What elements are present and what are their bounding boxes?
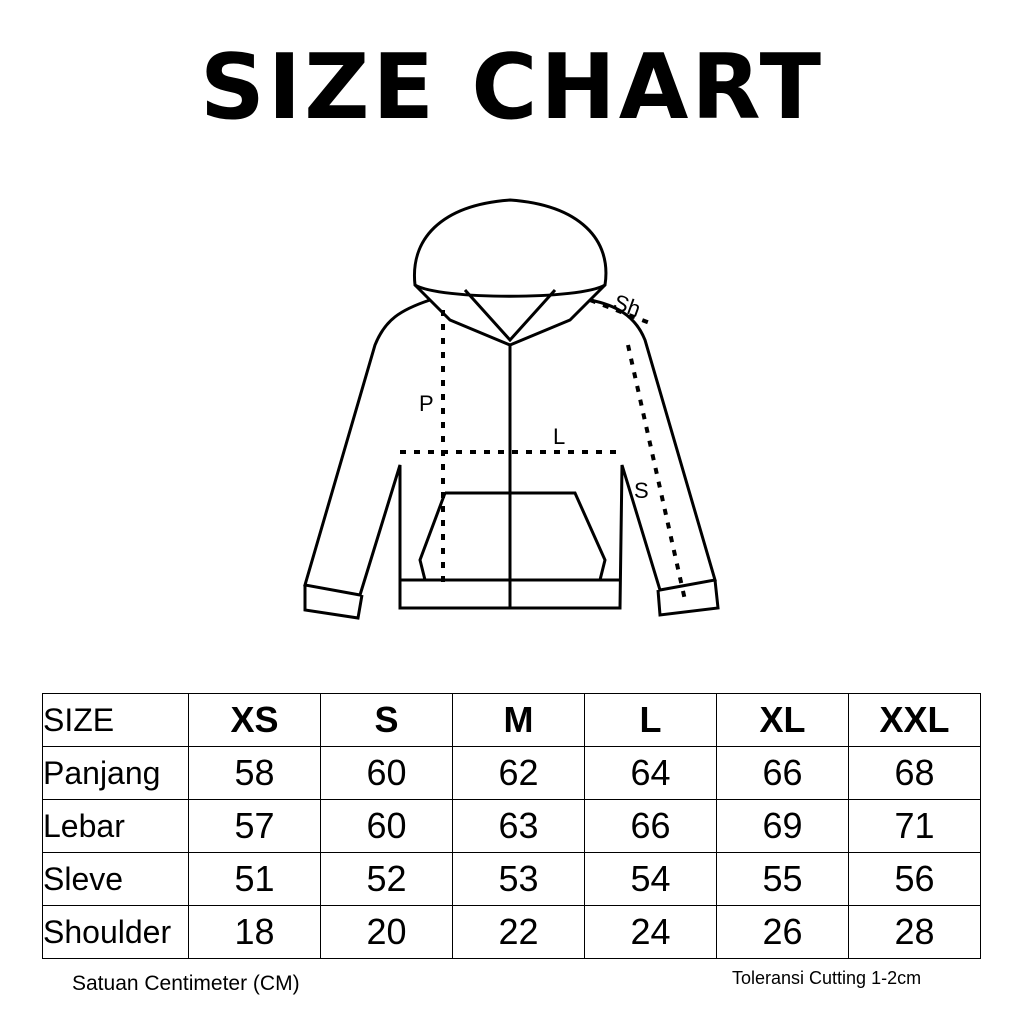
header-cell: S <box>320 693 453 747</box>
hoodie-diagram: Sh P L S <box>303 198 720 620</box>
header-cell: XL <box>716 693 849 747</box>
row-label: Shoulder <box>42 905 189 959</box>
table-row: Sleve 51 52 53 54 55 56 <box>42 852 981 906</box>
cell: 55 <box>716 852 849 906</box>
cell: 69 <box>716 799 849 853</box>
cell: 66 <box>584 799 717 853</box>
cell: 60 <box>320 799 453 853</box>
cell: 53 <box>452 852 585 906</box>
tolerance-note: Toleransi Cutting 1-2cm <box>732 968 922 988</box>
pocket <box>418 491 607 581</box>
header-cell: XXL <box>848 693 981 747</box>
size-table: SIZE XS S M L XL XXL Panjang 58 60 62 64… <box>42 693 981 959</box>
table-header-row: SIZE XS S M L XL XXL <box>42 693 981 747</box>
cell: 57 <box>188 799 321 853</box>
cell: 66 <box>716 746 849 800</box>
table-row: Shoulder 18 20 22 24 26 28 <box>42 905 981 959</box>
header-cell: L <box>584 693 717 747</box>
cell: 52 <box>320 852 453 906</box>
cell: 51 <box>188 852 321 906</box>
unit-note: Satuan Centimeter (CM) <box>72 972 300 995</box>
cell: 68 <box>848 746 981 800</box>
page-title: SIZE CHART <box>199 35 825 140</box>
header-cell: M <box>452 693 585 747</box>
shoulder-line <box>589 298 656 327</box>
cell: 28 <box>848 905 981 959</box>
cell: 64 <box>584 746 717 800</box>
shoulder-label: Sh <box>610 289 644 322</box>
cell: 60 <box>320 746 453 800</box>
cell: 62 <box>452 746 585 800</box>
header-cell: XS <box>188 693 321 747</box>
cell: 24 <box>584 905 717 959</box>
header-cell: SIZE <box>42 693 189 747</box>
row-label: Lebar <box>42 799 189 853</box>
cell: 18 <box>188 905 321 959</box>
table-row: Lebar 57 60 63 66 69 71 <box>42 799 981 853</box>
cell: 58 <box>188 746 321 800</box>
sleeve-label: S <box>634 478 649 503</box>
cell: 22 <box>452 905 585 959</box>
cell: 63 <box>452 799 585 853</box>
panjang-label: P <box>419 391 434 416</box>
table-row: Panjang 58 60 62 64 66 68 <box>42 746 981 800</box>
lebar-label: L <box>553 424 565 449</box>
hood <box>412 198 608 298</box>
row-label: Sleve <box>42 852 189 906</box>
cuffs <box>303 579 720 620</box>
sleeve-line <box>626 344 687 601</box>
cell: 71 <box>848 799 981 853</box>
cell: 54 <box>584 852 717 906</box>
cell: 56 <box>848 852 981 906</box>
cell: 20 <box>320 905 453 959</box>
row-label: Panjang <box>42 746 189 800</box>
cell: 26 <box>716 905 849 959</box>
